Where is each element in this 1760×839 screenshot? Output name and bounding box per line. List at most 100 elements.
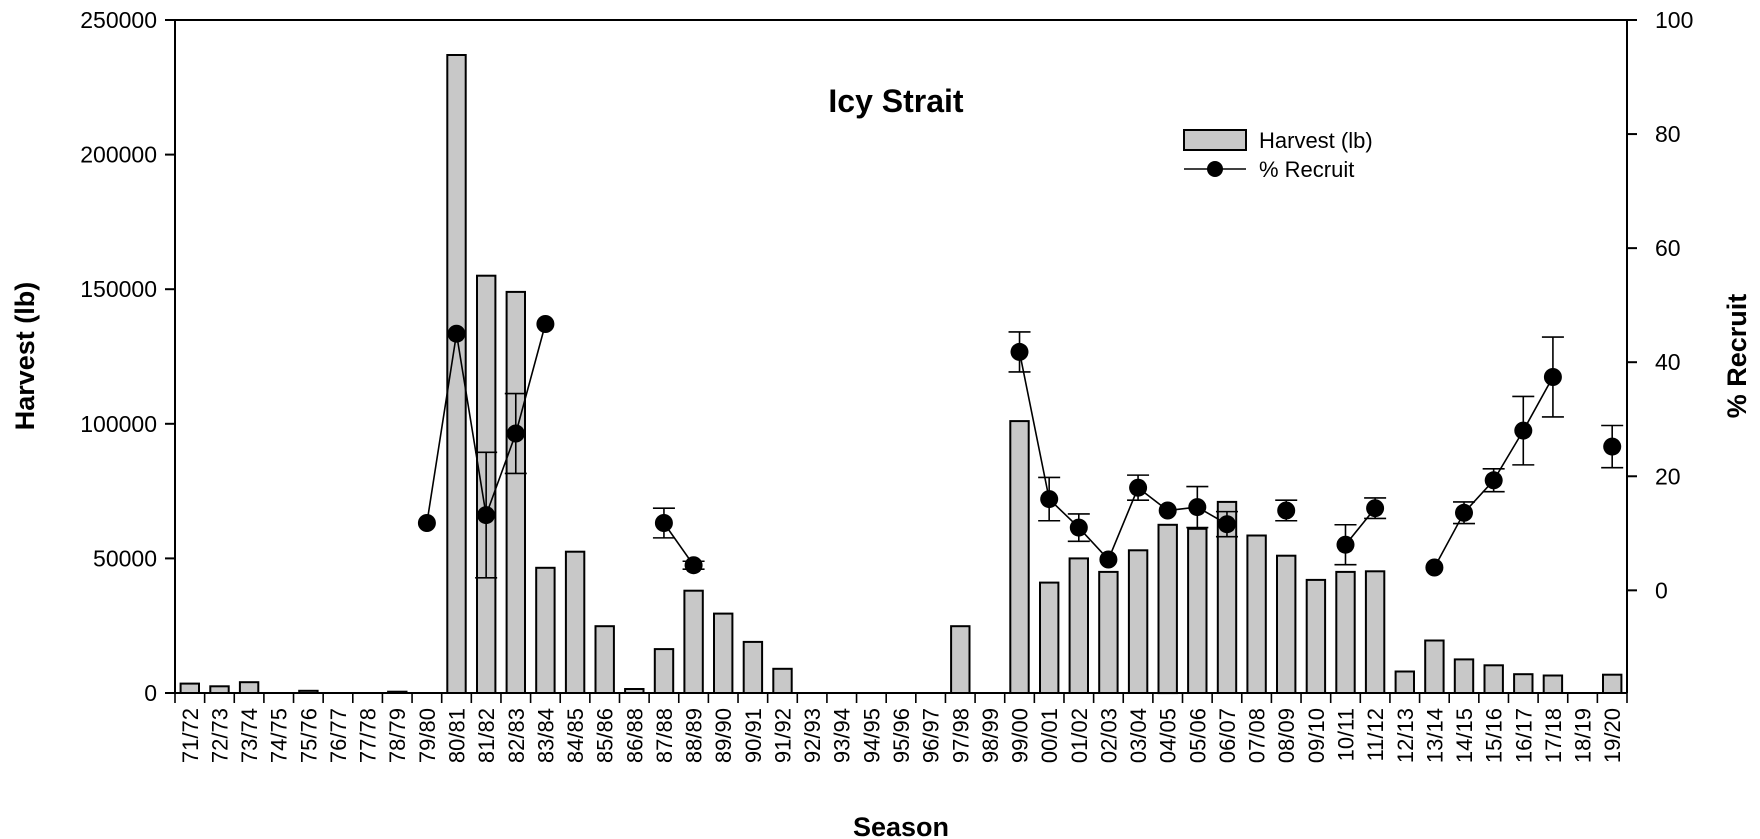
bar [1068, 557, 1089, 695]
data-point [477, 506, 496, 525]
y-tick-label: 100000 [80, 411, 157, 437]
x-tick-label: 72/73 [207, 708, 232, 763]
x-tick-label: 17/18 [1541, 708, 1566, 763]
x-tick-label: 98/99 [978, 708, 1003, 763]
bar [1098, 570, 1119, 695]
bar [1246, 534, 1267, 694]
x-tick-label: 85/86 [593, 708, 618, 763]
data-point [1218, 515, 1236, 534]
data-point [1069, 518, 1088, 537]
y-tick-label: 0 [144, 680, 157, 706]
x-tick-label: 07/08 [1245, 708, 1270, 763]
legend: Harvest (lb) % Recruit [1183, 128, 1373, 182]
data-point [1277, 501, 1296, 520]
y2-tick-label: 40 [1655, 349, 1681, 375]
y-tick-label: 150000 [80, 276, 157, 302]
x-tick-label: 08/09 [1274, 708, 1299, 763]
data-point [1188, 498, 1207, 517]
x-tick-label: 03/04 [1126, 708, 1151, 763]
legend-marker [1207, 161, 1223, 177]
bar [505, 290, 527, 694]
x-tick-label: 09/10 [1304, 708, 1329, 763]
bar [950, 625, 971, 695]
x-tick-label: 12/13 [1393, 708, 1418, 763]
bar [594, 625, 615, 695]
bar [209, 685, 230, 694]
x-tick-label: 05/06 [1185, 708, 1210, 763]
legend-label-recruit: % Recruit [1259, 157, 1354, 182]
x-tick-label: 81/82 [474, 708, 499, 763]
x-tick-label: 02/03 [1096, 708, 1121, 763]
x-tick-label: 95/96 [889, 708, 914, 763]
x-tick-label: 79/80 [415, 708, 440, 763]
x-tick-label: 06/07 [1215, 708, 1240, 763]
y2-axis-label: % Recruit [1722, 294, 1752, 419]
x-tick-label: 13/14 [1422, 708, 1447, 763]
chart-title: Icy Strait [828, 83, 964, 119]
data-point [506, 424, 525, 443]
x-tick-label: 01/02 [1067, 708, 1092, 763]
bar [742, 640, 764, 695]
x-tick-label: 18/19 [1571, 708, 1596, 763]
axes: 0 50000 100000 150000 200000 250000 0 20 40 60 80 1… [80, 7, 1693, 763]
x-tick-label: 00/01 [1037, 708, 1062, 763]
bar [1305, 578, 1327, 695]
data-point [684, 556, 703, 575]
x-tick-label: 93/94 [830, 708, 855, 763]
data-point [447, 324, 466, 343]
bar [653, 648, 675, 694]
bar [1039, 581, 1060, 694]
bar [1127, 549, 1149, 694]
bar [1453, 658, 1475, 695]
legend-bar-swatch [1183, 129, 1247, 151]
bar [1394, 670, 1415, 694]
data-point [1514, 421, 1533, 440]
x-tick-label: 86/88 [622, 708, 647, 763]
data-point [1603, 437, 1622, 456]
x-tick-label: 84/85 [563, 708, 588, 763]
x-tick-label: 96/97 [919, 708, 944, 763]
x-tick-label: 76/77 [326, 708, 351, 763]
bar [1602, 673, 1623, 695]
bar [1009, 420, 1030, 694]
plot-area [179, 54, 1624, 695]
bar [535, 566, 556, 694]
x-tick-label: 92/93 [800, 708, 825, 763]
data-point [1484, 471, 1503, 490]
x-tick-label: 90/91 [741, 708, 766, 763]
data-point [1010, 342, 1029, 361]
y2-tick-label: 0 [1655, 577, 1668, 603]
data-point [1425, 558, 1444, 577]
x-tick-label: 83/84 [533, 708, 558, 763]
bar [1335, 570, 1356, 695]
bar [1542, 674, 1564, 694]
bar [1276, 554, 1297, 695]
y2-tick-label: 100 [1655, 7, 1693, 33]
data-point [1336, 535, 1355, 554]
bar [713, 612, 734, 694]
bar [1364, 570, 1386, 694]
data-point [1158, 501, 1177, 520]
data-point [1455, 503, 1473, 522]
x-tick-label: 78/79 [385, 708, 410, 763]
bar [1513, 673, 1534, 695]
x-tick-label: 94/95 [859, 708, 884, 763]
data-point [1366, 499, 1385, 518]
x-tick-label: 99/00 [1008, 708, 1033, 763]
line-series-recruit [417, 315, 1624, 579]
x-tick-label: 73/74 [237, 708, 262, 763]
x-tick-label: 11/12 [1363, 708, 1388, 761]
data-point [1040, 490, 1059, 509]
x-tick-label: 87/88 [652, 708, 677, 763]
x-tick-label: 89/90 [711, 708, 736, 763]
x-tick-label: 74/75 [267, 708, 292, 763]
bar [1157, 523, 1178, 695]
x-tick-label: 75/76 [296, 708, 321, 763]
y-tick-label: 250000 [80, 7, 157, 33]
data-point [654, 514, 673, 532]
bar [1483, 664, 1504, 694]
y2-tick-label: 80 [1655, 121, 1681, 147]
y-tick-label: 50000 [93, 545, 157, 571]
x-tick-label: 10/11 [1334, 708, 1359, 761]
data-point [1099, 550, 1118, 569]
